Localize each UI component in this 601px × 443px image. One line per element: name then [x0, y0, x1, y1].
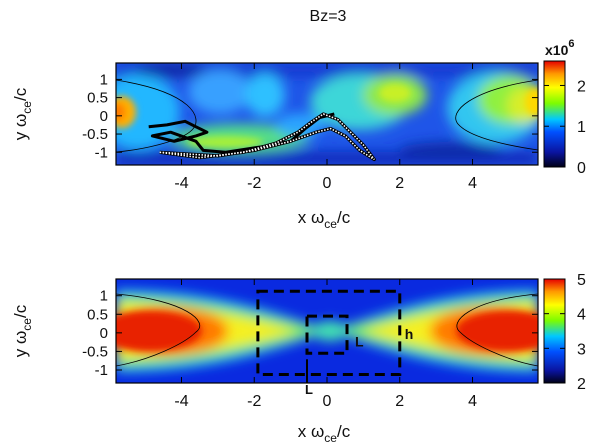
- top-x-tick-label: -4: [174, 175, 188, 192]
- top-y-tick-label: 0.5: [87, 90, 108, 107]
- bottom-y-tick-label: 1: [100, 288, 108, 305]
- bottom-x-tick-label: -2: [247, 393, 261, 410]
- top-x-label: x ωce/c: [298, 208, 351, 231]
- top-heatmap: [116, 63, 538, 165]
- bottom-colorbar-gradient: [543, 278, 566, 384]
- bottom-y-label-tail: /c: [11, 304, 30, 318]
- top-y-tick-label: -1: [95, 144, 108, 161]
- top-y-label-tail: /c: [11, 87, 30, 101]
- bottom-x-axis: -4 -2 0 2 4: [174, 279, 477, 410]
- top-y-axis: 1 0.50-0.5-1: [82, 71, 538, 161]
- bottom-y-label-main: y ω: [11, 331, 30, 358]
- particle-track-dotted: [159, 113, 375, 161]
- bottom-x-tick-label: -4: [174, 393, 188, 410]
- bottom-y-tick-label: -1: [95, 362, 108, 379]
- bottom-colorbar-tick-label: 4: [577, 307, 586, 324]
- top-x-tick-label: -2: [247, 175, 261, 192]
- bottom-x-label: x ωce/c: [298, 422, 351, 443]
- top-panel: -4 -2 0 2 4 10.50-0.5-1 x ωce/c y ωce/c 012 …: [11, 38, 586, 231]
- top-y-label: y ωce/c: [11, 87, 34, 140]
- top-y-tick-label: 0: [100, 108, 108, 125]
- top-x-label-main: x ω: [298, 208, 325, 227]
- top-colorbar-tick-label: 1: [577, 119, 586, 136]
- bottom-y-tick-label: 0: [100, 325, 108, 342]
- bottom-x-tick-label: 2: [395, 393, 404, 410]
- bottom-colorbar-tick-label: 5: [577, 272, 586, 289]
- bottom-x-tick-label: 4: [468, 393, 477, 410]
- l-marker-label: L: [305, 382, 313, 397]
- top-colorbar-ticks: 0 1 2: [544, 78, 586, 177]
- top-colorbar-multiplier-base: x10: [545, 42, 569, 58]
- top-x-axis: -4 -2 0 2 4: [174, 63, 477, 192]
- top-colorbar-multiplier-exp: 6: [568, 38, 574, 50]
- bottom-y-label-sub: ce: [20, 318, 34, 331]
- top-colorbar: 0 1 2 x106: [543, 38, 586, 177]
- top-particle-tracks: [148, 112, 376, 162]
- top-colorbar-tick-label: 0: [577, 160, 586, 177]
- figure-title: Bz=3: [310, 8, 347, 25]
- dashed-box-1: [305, 314, 349, 355]
- top-y-tick-label: -0.5: [82, 126, 108, 143]
- box-label-1: L: [355, 334, 364, 350]
- bottom-y-tick-label: 0.5: [87, 306, 108, 323]
- bottom-colorbar-ticks: 2 3 4 5: [544, 272, 586, 393]
- bottom-colorbar: 2 3 4 5: [543, 272, 586, 393]
- dashed-box-0: [256, 289, 402, 376]
- bottom-y-axis: 10.5 0-0.5 -1: [82, 288, 538, 379]
- bottom-x-label-tail: /c: [337, 422, 351, 441]
- bottom-separatrix-left: [116, 293, 201, 367]
- top-colorbar-multiplier: x106: [545, 38, 574, 58]
- box-label-0: h: [405, 326, 414, 342]
- particle-track-thick: [148, 112, 335, 154]
- bottom-x-label-main: x ω: [298, 422, 325, 441]
- top-colorbar-tick-label: 2: [577, 78, 586, 95]
- top-y-tick-label: 1: [100, 71, 108, 88]
- top-y-label-main: y ω: [11, 114, 30, 141]
- top-x-tick-label: 2: [395, 175, 404, 192]
- bottom-separatrix-right: [456, 293, 538, 367]
- bottom-boxes: [256, 289, 402, 376]
- bottom-panel: hLL -4 -2 0 2 4 10.50-0.5-1 x ωce/c y ωce/c …: [11, 272, 586, 443]
- top-x-label-sub: ce: [324, 217, 337, 231]
- bottom-y-label: y ωce/c: [11, 304, 34, 357]
- top-colorbar-gradient: [543, 60, 566, 168]
- bottom-box-labels: h L L: [305, 326, 413, 397]
- top-separatrix-left: [116, 79, 197, 153]
- top-separatrix-right: [455, 79, 538, 151]
- bottom-heatmap: [116, 279, 538, 383]
- bottom-x-tick-label: 0: [323, 393, 332, 410]
- top-x-label-tail: /c: [337, 208, 351, 227]
- top-x-tick-label: 0: [323, 175, 332, 192]
- bottom-colorbar-tick-label: 3: [577, 341, 586, 358]
- bottom-colorbar-tick-label: 2: [577, 376, 586, 393]
- bottom-y-tick-label: -0.5: [82, 343, 108, 360]
- bottom-x-label-sub: ce: [324, 431, 337, 443]
- top-y-label-sub: ce: [20, 101, 34, 114]
- top-x-tick-label: 4: [468, 175, 477, 192]
